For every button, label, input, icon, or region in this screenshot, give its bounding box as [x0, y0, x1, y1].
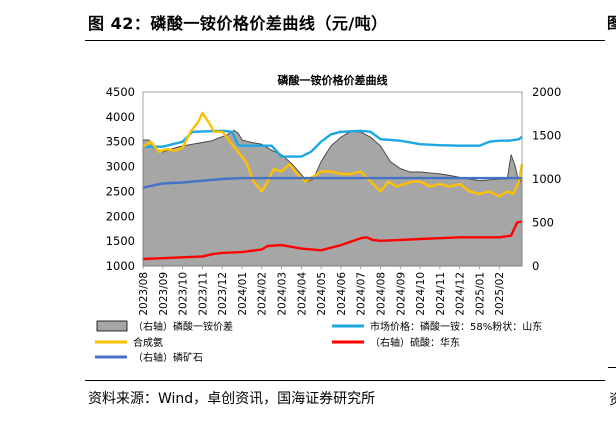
series-line-2 [142, 111, 524, 198]
y-left-tick-label: 4500 [106, 85, 135, 99]
series-area-0 [142, 129, 523, 267]
x-tick-label: 2024/10 [415, 272, 427, 316]
adjacent-panel-edge-bottom: 资 [609, 389, 616, 409]
source-rule [85, 380, 605, 381]
y-right-tick-label: 0 [532, 259, 539, 273]
x-tick-label: 2023/11 [197, 272, 209, 316]
x-tick-label: 2024/05 [316, 272, 328, 316]
figure-title: 图 42：磷酸一铵价格价差曲线（元/吨） [88, 14, 388, 33]
y-left-tick-label: 3500 [106, 135, 135, 149]
x-tick-label: 2023/10 [178, 272, 190, 316]
x-tick-label: 2024/04 [296, 272, 308, 316]
chart-title: 磷酸一铵价格价差曲线 [278, 73, 388, 87]
y-left-tick-label: 1500 [106, 234, 135, 248]
adjacent-panel-rule [608, 367, 616, 368]
x-tick-label: 2025/01 [474, 272, 486, 316]
y-left-tick-label: 2500 [106, 184, 135, 198]
series-line-1 [143, 129, 523, 158]
x-tick-label: 2023/08 [138, 272, 150, 316]
x-tick-label: 2024/08 [375, 272, 387, 316]
y-left-tick-label: 2000 [106, 209, 135, 223]
y-right-tick-label: 1500 [532, 129, 561, 143]
legend-label: （右轴）硫酸：华东 [370, 336, 460, 349]
x-tick-label: 2025/02 [494, 272, 506, 316]
x-tick-label: 2024/02 [257, 272, 269, 316]
x-tick-label: 2024/12 [455, 272, 467, 316]
x-tick-label: 2024/06 [336, 272, 348, 316]
x-tick-label: 2024/07 [356, 272, 368, 316]
x-tick-label: 2024/11 [435, 272, 447, 316]
series-line-4 [142, 220, 523, 261]
y-left-tick-label: 3000 [106, 160, 135, 174]
x-tick-label: 2023/09 [158, 272, 170, 316]
legend-label: （右轴）磷酸一铵价差 [133, 320, 233, 333]
y-left-tick-label: 4000 [106, 110, 135, 124]
adjacent-panel-edge: 图 [607, 14, 616, 32]
plot-frame [142, 91, 523, 267]
legend-label: 市场价格：磷酸一铵：58%粉状：山东 [370, 320, 542, 333]
y-right-tick-label: 500 [532, 216, 554, 230]
y-right-tick-label: 1000 [532, 172, 561, 186]
source-note: 资料来源：Wind，卓创资讯，国海证券研究所 [88, 391, 376, 407]
title-rule [85, 40, 605, 41]
x-tick-label: 2023/12 [217, 272, 229, 316]
legend-label: 合成氨 [133, 336, 163, 349]
x-tick-label: 2024/09 [395, 272, 407, 316]
legend-swatch-area [96, 320, 128, 332]
series-line-3 [142, 176, 522, 189]
x-tick-label: 2024/01 [237, 272, 249, 316]
y-right-tick-label: 2000 [532, 85, 561, 99]
y-left-tick-label: 1000 [106, 259, 135, 273]
x-tick-label: 2024/03 [277, 272, 289, 316]
legend-label: （右轴）磷矿石 [133, 351, 203, 364]
